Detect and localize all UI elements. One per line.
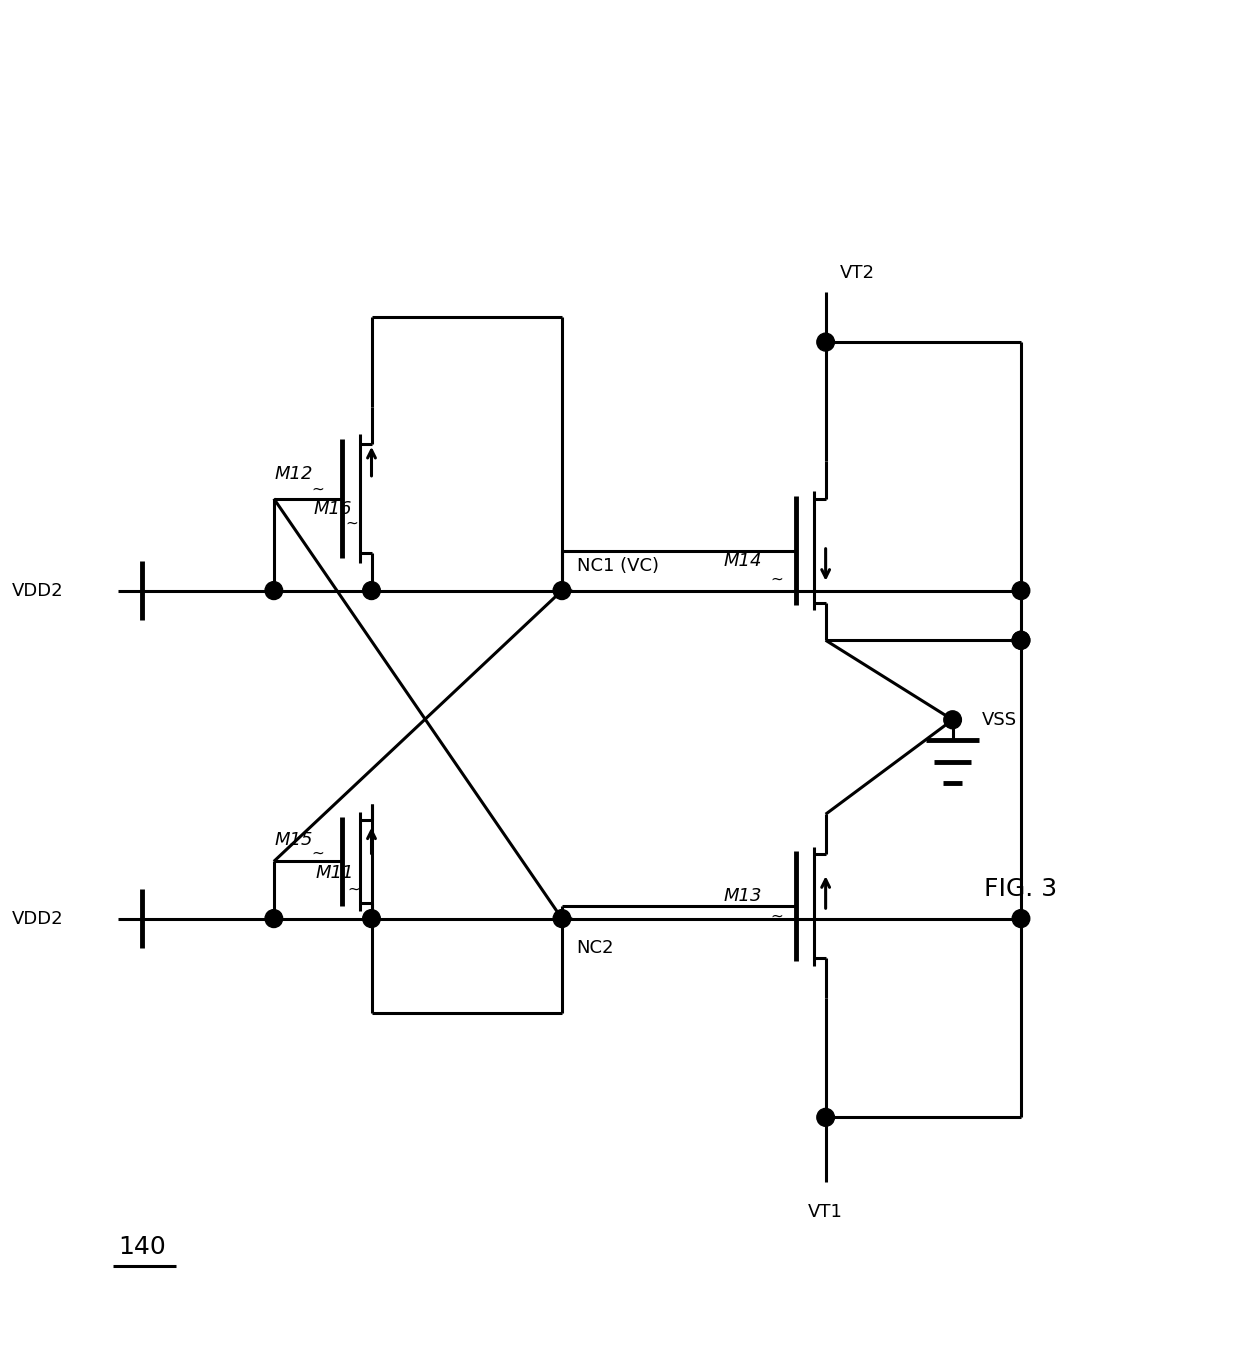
- Text: M16: M16: [314, 500, 352, 518]
- Text: M12: M12: [274, 464, 312, 482]
- Text: VT1: VT1: [808, 1203, 843, 1221]
- Text: FIG. 3: FIG. 3: [985, 877, 1058, 900]
- Circle shape: [817, 1108, 835, 1126]
- Circle shape: [1012, 910, 1029, 927]
- Circle shape: [1012, 632, 1029, 649]
- Text: M11: M11: [315, 864, 353, 882]
- Circle shape: [1012, 582, 1029, 600]
- Text: VDD2: VDD2: [12, 910, 63, 927]
- Circle shape: [363, 582, 381, 600]
- Circle shape: [553, 910, 570, 927]
- Text: VSS: VSS: [982, 711, 1017, 729]
- Text: M14: M14: [723, 552, 761, 570]
- Text: ~: ~: [346, 516, 358, 532]
- Circle shape: [553, 582, 570, 600]
- Text: M15: M15: [274, 830, 312, 848]
- Text: NC1 (VC): NC1 (VC): [577, 556, 658, 575]
- Circle shape: [363, 910, 381, 927]
- Text: ~: ~: [560, 911, 573, 926]
- Circle shape: [944, 711, 961, 729]
- Text: ~: ~: [311, 481, 324, 496]
- Text: ~: ~: [770, 571, 784, 586]
- Text: ~: ~: [347, 882, 361, 897]
- Circle shape: [817, 333, 835, 351]
- Circle shape: [1012, 632, 1029, 649]
- Circle shape: [265, 582, 283, 600]
- Text: ~: ~: [560, 584, 573, 599]
- Text: 140: 140: [118, 1234, 166, 1259]
- Text: VT2: VT2: [841, 263, 875, 281]
- Text: ~: ~: [311, 845, 324, 860]
- Circle shape: [265, 910, 283, 927]
- Text: VDD2: VDD2: [12, 582, 63, 600]
- Text: M13: M13: [723, 888, 761, 906]
- Text: ~: ~: [770, 908, 784, 923]
- Text: NC2: NC2: [577, 940, 614, 958]
